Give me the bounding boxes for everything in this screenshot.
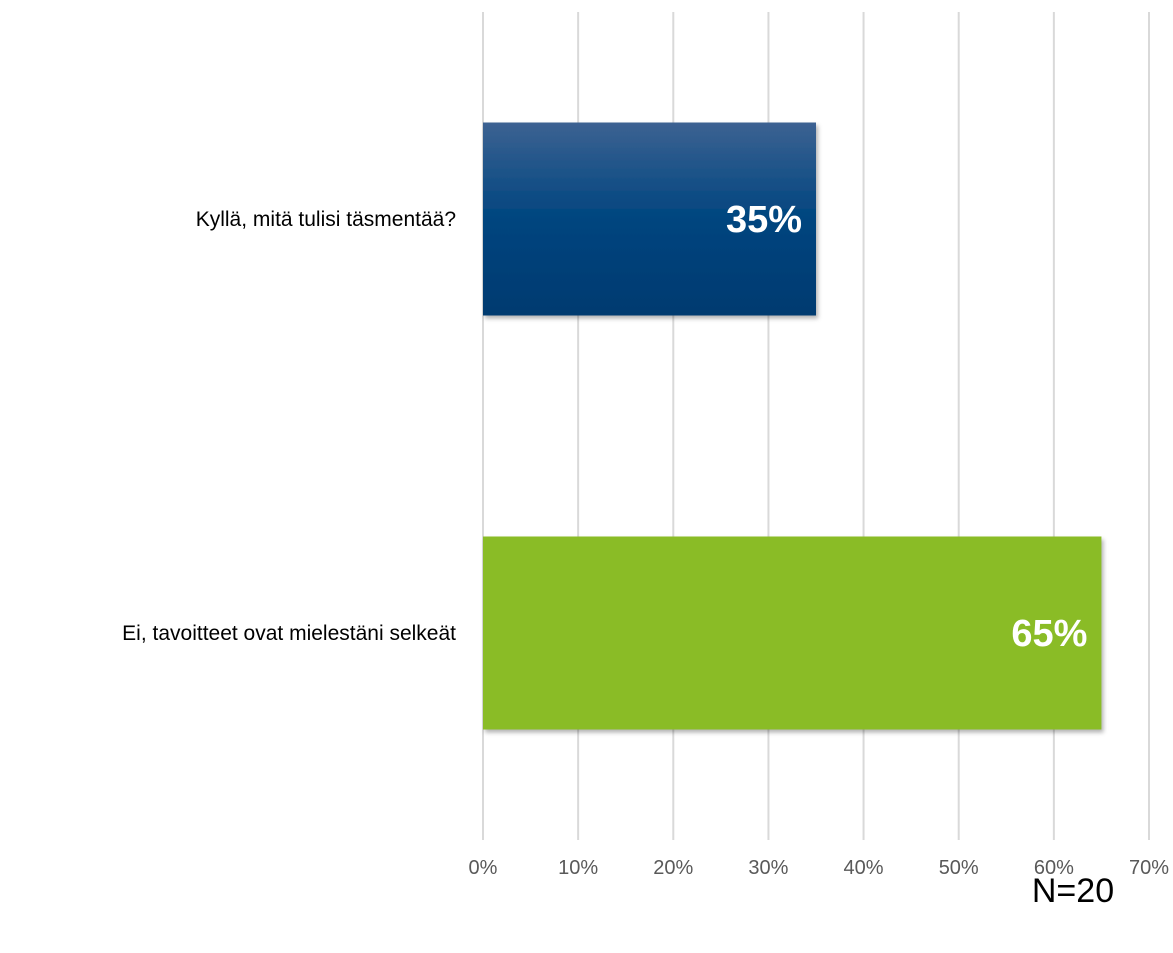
category-label: Kyllä, mitä tulisi täsmentää? — [196, 208, 456, 231]
x-tick-label: 20% — [653, 857, 693, 879]
x-tick-label: 60% — [1034, 857, 1074, 879]
x-tick-label: 0% — [469, 857, 498, 879]
x-tick-label: 10% — [558, 857, 598, 879]
sample-size-note: N=20 — [1032, 872, 1114, 910]
x-tick-label: 30% — [748, 857, 788, 879]
bar — [483, 536, 1102, 730]
data-label: 65% — [1011, 613, 1087, 655]
x-tick-label: 50% — [939, 857, 979, 879]
x-tick-label: 40% — [844, 857, 884, 879]
x-tick-label: 70% — [1129, 857, 1169, 879]
category-label: Ei, tavoitteet ovat mielestäni selkeät — [122, 622, 456, 645]
data-label: 35% — [726, 199, 802, 241]
bar — [483, 122, 816, 316]
